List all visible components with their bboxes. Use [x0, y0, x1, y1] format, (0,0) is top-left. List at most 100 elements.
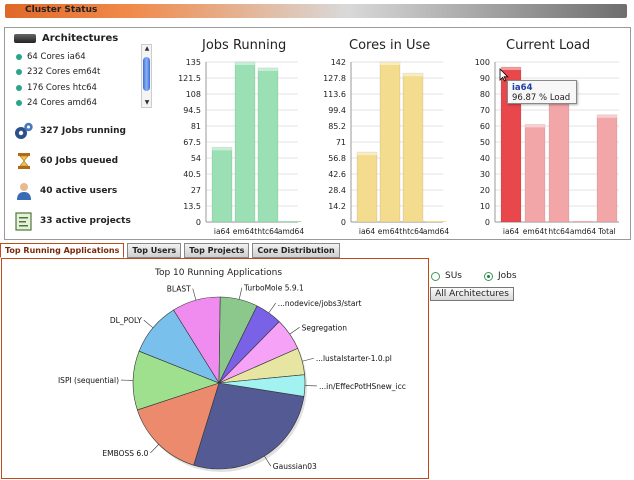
cluster-status-titlebar: Cluster Status: [5, 4, 627, 18]
bar-ia64: [211, 146, 233, 223]
pie-label: TurboMole 5.9.1: [243, 284, 304, 293]
chart-jobs-running: 0 13.5 27 40.5 54 67.5 81 94.5 108 121.5 135 ia64 em…: [158, 36, 308, 236]
y-tick-label: 135: [186, 58, 201, 67]
bar-highlight: [597, 114, 617, 118]
y-tick-label: 13.5: [183, 202, 201, 211]
stat-label: 60 Jobs queued: [40, 156, 119, 166]
scroll-thumb[interactable]: [143, 57, 150, 91]
bar-amd64: [573, 221, 593, 222]
pie-label: EMBOSS 6.0: [102, 449, 148, 458]
server-icon: [14, 34, 36, 43]
tooltip-value: 96.87 % Load: [512, 93, 571, 103]
bar-htc64: [548, 99, 570, 223]
bar-highlight: [212, 147, 232, 151]
tab-top-running-applications[interactable]: Top Running Applications: [0, 243, 125, 258]
architecture-list-scrollbar[interactable]: ▲ ▼: [141, 44, 152, 108]
pie-label: ...in/EffecPotHSnew_icc: [319, 382, 406, 391]
y-tick-label: 67.5: [183, 138, 201, 147]
stat-label: 327 Jobs running: [40, 126, 126, 136]
x-tick-label: amd64: [570, 227, 596, 236]
y-tick-label: 71: [336, 138, 346, 147]
pie-leader: [268, 302, 276, 314]
x-tick-label: ia64: [359, 227, 375, 236]
cores-in-use-bar-chart: 0 14.2 28.4 42.6 56.8 71 85.2 99.4 113.6 127.8 142…: [323, 58, 449, 236]
bar-ia64: [500, 66, 522, 223]
tab-top-users[interactable]: Top Users: [127, 243, 182, 258]
x-tick-label: em64t: [523, 227, 547, 236]
bar-amd64: [281, 221, 301, 222]
y-tick-label: 0: [196, 218, 201, 227]
bullet-icon: [16, 84, 22, 91]
chart-tooltip: ia64 96.87 % Load: [507, 80, 577, 104]
y-tick-label: 80: [480, 90, 490, 99]
y-tick-label: 0: [485, 218, 490, 227]
bullet-icon: [16, 100, 22, 107]
y-tick-label: 100: [475, 58, 490, 67]
application-tabs: Top Running Applications Top Users Top P…: [0, 243, 343, 258]
list-item: 24 Cores amd64: [16, 96, 136, 112]
bullet-icon: [16, 53, 22, 60]
stat-label: 33 active projects: [40, 216, 131, 226]
scroll-down-icon[interactable]: ▼: [144, 99, 150, 106]
pie-leader: [264, 455, 272, 467]
y-tick-label: 108: [186, 90, 201, 99]
tab-core-distribution[interactable]: Core Distribution: [252, 243, 340, 258]
pie-leader: [238, 287, 243, 300]
tooltip-title: ia64: [512, 83, 533, 93]
y-tick-label: 30: [480, 170, 490, 179]
chart-cores-in-use: 0 14.2 28.4 42.6 56.8 71 85.2 99.4 113.6 127.8 142…: [303, 36, 453, 236]
y-tick-label: 50: [480, 138, 490, 147]
all-architectures-button[interactable]: All Architectures: [430, 287, 514, 301]
architecture-list: 64 Cores ia64 232 Cores em64t 176 Cores …: [16, 49, 136, 111]
metric-radio-group: SUs Jobs: [431, 271, 517, 281]
bar-ia64: [356, 151, 378, 223]
y-tick-label: 60: [480, 122, 490, 131]
x-tick-label: htc64: [402, 227, 424, 236]
tab-top-projects[interactable]: Top Projects: [184, 243, 250, 258]
bar-em64t: [524, 123, 546, 223]
x-tick-label: htc64: [257, 227, 279, 236]
bar-highlight: [357, 152, 377, 156]
y-tick-label: 10: [480, 202, 490, 211]
y-tick-label: 56.8: [328, 154, 346, 163]
jobs-running-bar-chart: 0 13.5 27 40.5 54 67.5 81 94.5 108 121.5 135 ia64 em…: [178, 58, 304, 236]
x-tick-label: em64t: [233, 227, 257, 236]
y-tick-label: 94.5: [183, 106, 201, 115]
y-tick-label: 14.2: [328, 202, 346, 211]
pie-label: Segregation: [302, 323, 348, 332]
bar-highlight: [258, 67, 278, 71]
stat-label: 40 active users: [40, 186, 118, 196]
radio-sus[interactable]: [431, 271, 440, 281]
top-applications-pie-chart: Gaussian03 EMBOSS 6.0 ISPI (sequential) DL_…: [58, 284, 406, 472]
pie-leader: [150, 444, 159, 454]
radio-jobs-label: Jobs: [498, 271, 517, 281]
architectures-title: Architectures: [42, 33, 119, 44]
y-tick-label: 40: [480, 154, 490, 163]
pie-label: ...nodevice/jobs3/start: [278, 299, 362, 308]
y-tick-label: 40.5: [183, 170, 201, 179]
pie-label: ISPI (sequential): [58, 376, 119, 385]
bar-em64t: [379, 61, 401, 223]
pie-leader: [143, 319, 154, 329]
y-tick-label: 85.2: [328, 122, 346, 131]
stat-active-projects: 33 active projects: [14, 210, 131, 232]
mouse-cursor-icon: [499, 68, 509, 82]
current-load-bar-chart: 0 10 20 30 40 50 60 70 80 90 100 ia64 em64t htc64 amd6…: [475, 58, 619, 236]
pie-label: Gaussian03: [273, 462, 317, 471]
stat-jobs-running: 327 Jobs running: [14, 120, 126, 142]
bar-highlight: [403, 73, 423, 77]
bar-highlight: [501, 67, 521, 71]
chart-title-current-load: Current Load: [506, 38, 591, 53]
y-tick-label: 99.4: [328, 106, 346, 115]
bar-Total: [596, 114, 618, 223]
radio-jobs[interactable]: [484, 271, 493, 281]
gears-icon: [14, 121, 34, 141]
stat-active-users: 40 active users: [14, 180, 117, 202]
list-item: 232 Cores em64t: [16, 65, 136, 81]
list-item: 176 Cores htc64: [16, 80, 136, 96]
page-title: Cluster Status: [25, 5, 98, 15]
pie-label: DL_POLY: [110, 316, 142, 325]
pie-slice: [193, 382, 305, 470]
scroll-up-icon[interactable]: ▲: [144, 45, 150, 52]
pie-slice: [136, 382, 220, 466]
